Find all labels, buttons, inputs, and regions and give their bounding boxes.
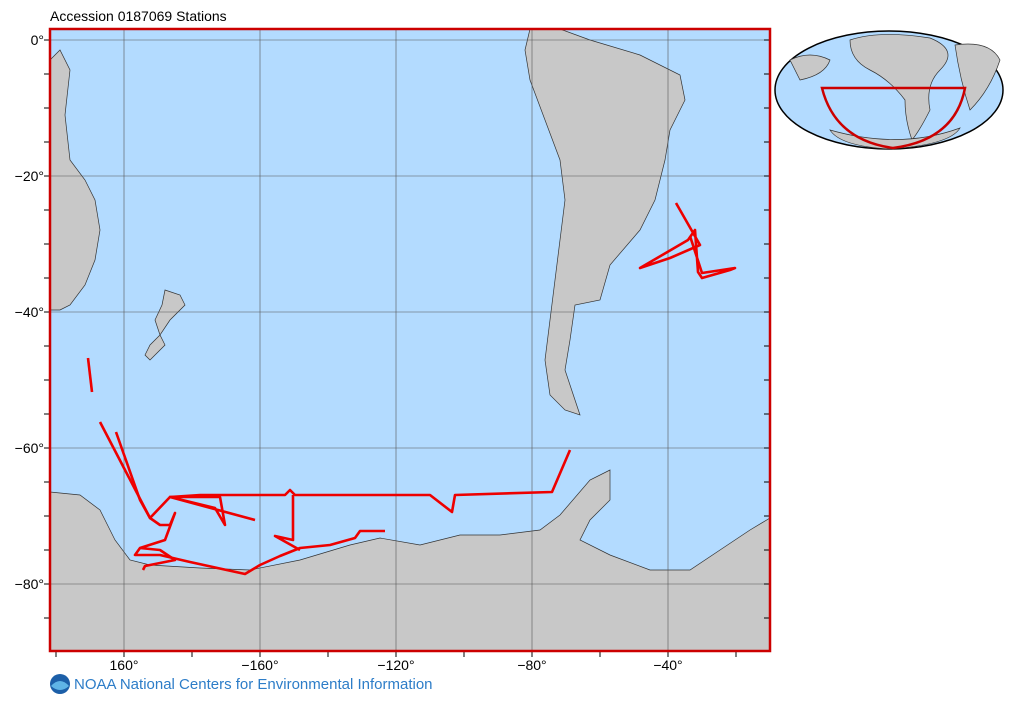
land	[50, 29, 770, 651]
lat-label: −40°	[15, 304, 44, 320]
lon-label: −120°	[377, 657, 414, 673]
lat-label: −20°	[15, 168, 44, 184]
footer: NOAA National Centers for Environmental …	[74, 676, 433, 693]
lat-label: −80°	[15, 576, 44, 592]
noaa-logo	[50, 674, 70, 694]
station-tracks	[86, 202, 737, 576]
map-frame	[48, 27, 772, 653]
lat-label: −60°	[15, 440, 44, 456]
graticule: 0° −20° −40° −60° −80° 160° −160° −120° −80° −40°	[15, 29, 770, 673]
inset-globe	[774, 30, 1004, 150]
lon-label: −80°	[517, 657, 546, 673]
lat-label: 0°	[31, 32, 44, 48]
map-title: Accession 0187069 Stations	[50, 8, 227, 24]
lon-label: −40°	[653, 657, 682, 673]
lon-label: −160°	[241, 657, 278, 673]
lon-label: 160°	[110, 657, 139, 673]
